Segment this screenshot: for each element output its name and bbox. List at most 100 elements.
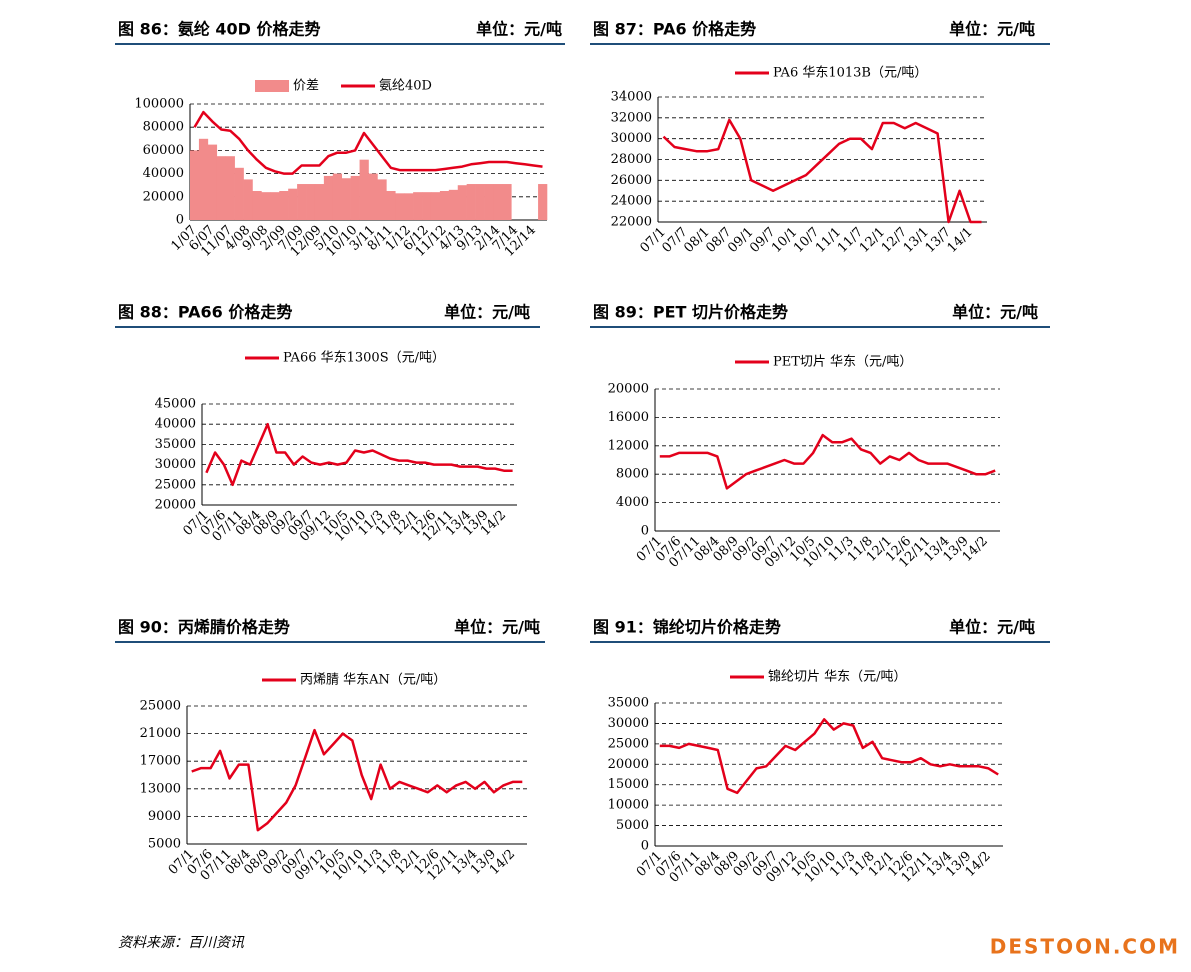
bar (484, 184, 494, 220)
line-series (659, 433, 996, 490)
bar (243, 179, 253, 220)
y-tick-label: 0 (641, 524, 649, 539)
y-tick-label: 26000 (611, 173, 652, 188)
y-tick-label: 9000 (148, 809, 181, 824)
unit-label: 单位：元/吨 (454, 618, 540, 637)
y-tick-label: 20000 (155, 498, 196, 513)
source-note: 资料来源：百川资讯 (118, 935, 245, 951)
y-tick-label: 40000 (155, 417, 196, 432)
legend-swatch (255, 80, 289, 92)
unit-label: 单位：元/吨 (952, 303, 1038, 322)
bar (252, 191, 262, 220)
bar (323, 175, 334, 220)
y-tick-label: 25000 (608, 736, 649, 751)
legend-label: 锦纶切片 华东（元/吨） (768, 670, 907, 685)
bar (234, 167, 244, 220)
legend-label: PA66 华东1300S（元/吨） (283, 351, 445, 366)
bar (404, 193, 414, 220)
line-series (193, 110, 543, 175)
y-tick-label: 0 (176, 213, 184, 228)
y-tick-label: 100000 (134, 97, 184, 112)
y-tick-label: 4000 (616, 495, 649, 510)
chart-title: 图 90：丙烯腈价格走势 (118, 618, 290, 637)
bar (341, 178, 351, 220)
y-tick-label: 20000 (608, 757, 649, 772)
chart-title: 图 89：PET 切片价格走势 (593, 303, 788, 322)
line-series (662, 118, 982, 224)
bar (439, 191, 450, 220)
bar (261, 192, 271, 220)
bar (225, 156, 235, 220)
y-tick-label: 13000 (140, 781, 181, 796)
legend-label: 价差 (293, 79, 319, 94)
bar (430, 192, 441, 220)
chart-title: 图 87：PA6 价格走势 (593, 20, 756, 39)
bar (207, 144, 218, 220)
y-tick-label: 24000 (611, 194, 652, 209)
watermark: DESTOON.COM (990, 935, 1180, 959)
bar (386, 191, 396, 220)
legend-label: 氨纶40D (379, 79, 432, 94)
bar (359, 159, 369, 220)
bar (475, 184, 485, 220)
bar (538, 184, 548, 220)
y-tick-label: 8000 (616, 467, 649, 482)
bar (332, 173, 343, 220)
bar (314, 184, 325, 220)
bar (502, 184, 512, 220)
chart-title: 图 86：氨纶 40D 价格走势 (118, 20, 321, 39)
bar (270, 192, 280, 220)
unit-label: 单位：元/吨 (476, 20, 562, 39)
legend-label: 丙烯腈 华东AN（元/吨） (300, 673, 446, 688)
y-tick-label: 28000 (611, 152, 652, 167)
y-tick-label: 45000 (155, 397, 196, 412)
bar (466, 184, 476, 220)
y-tick-label: 5000 (148, 837, 181, 852)
x-tick-label: 14/1 (945, 225, 976, 256)
y-tick-label: 30000 (608, 716, 649, 731)
y-tick-label: 30000 (155, 457, 196, 472)
y-tick-label: 10000 (608, 798, 649, 813)
legend-label: PA6 华东1013B（元/吨） (773, 66, 927, 81)
y-tick-label: 21000 (140, 726, 181, 741)
y-tick-label: 16000 (608, 410, 649, 425)
y-tick-label: 0 (641, 839, 649, 854)
y-tick-label: 35000 (155, 437, 196, 452)
y-tick-label: 22000 (611, 215, 652, 230)
bar (279, 191, 289, 220)
y-tick-label: 30000 (611, 131, 652, 146)
bar (216, 156, 226, 220)
unit-label: 单位：元/吨 (949, 20, 1035, 39)
y-tick-label: 15000 (608, 777, 649, 792)
bar (493, 184, 503, 220)
chart-title: 图 88：PA66 价格走势 (118, 303, 292, 322)
y-tick-label: 60000 (143, 143, 184, 158)
y-tick-label: 25000 (155, 477, 196, 492)
bar (306, 184, 316, 220)
line-series (659, 718, 999, 795)
bar (395, 193, 405, 220)
y-tick-label: 5000 (616, 818, 649, 833)
bar (422, 192, 432, 220)
chart-title: 图 91：锦纶切片价格走势 (593, 618, 781, 637)
y-tick-label: 40000 (143, 166, 184, 181)
y-tick-label: 34000 (611, 90, 652, 105)
bar (368, 173, 378, 220)
unit-label: 单位：元/吨 (949, 618, 1035, 637)
legend-label: PET切片 华东（元/吨） (773, 355, 912, 370)
unit-label: 单位：元/吨 (444, 303, 530, 322)
y-tick-label: 17000 (140, 754, 181, 769)
bar (457, 185, 467, 220)
bar (190, 150, 200, 220)
bar (198, 138, 209, 220)
bar (448, 189, 459, 220)
y-tick-label: 25000 (140, 699, 181, 714)
line-series (205, 422, 513, 487)
bar (297, 184, 307, 220)
y-tick-label: 12000 (608, 438, 649, 453)
y-tick-label: 20000 (608, 382, 649, 397)
line-series (191, 728, 523, 832)
y-tick-label: 35000 (608, 696, 649, 711)
y-tick-label: 32000 (611, 110, 652, 125)
